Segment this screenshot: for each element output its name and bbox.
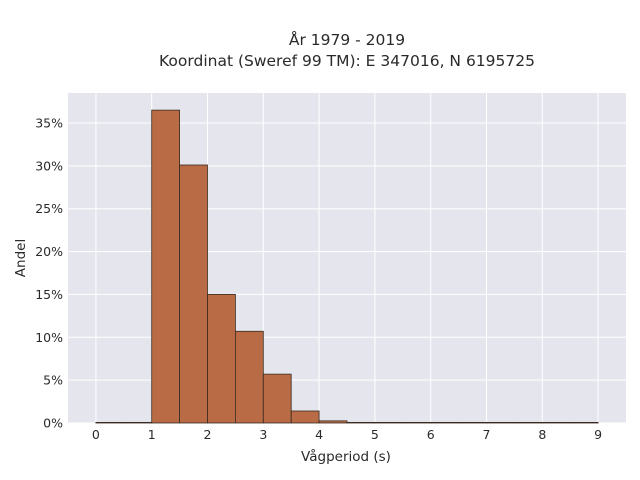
- y-axis-label: Andel: [13, 239, 29, 277]
- x-tick-label: 0: [92, 427, 100, 442]
- y-tick-label: 0%: [43, 416, 63, 431]
- x-tick-label: 8: [538, 427, 546, 442]
- y-tick-label: 5%: [43, 373, 63, 388]
- y-tick-label: 30%: [35, 158, 63, 173]
- y-tick-label: 15%: [35, 287, 63, 302]
- x-tick-label: 3: [259, 427, 267, 442]
- histogram-bar: [123, 421, 153, 424]
- histogram-bar: [318, 420, 348, 424]
- histogram-bar: [234, 330, 264, 424]
- histogram-bar: [151, 109, 180, 424]
- histogram-bar: [346, 421, 376, 424]
- histogram-bar: [541, 421, 571, 424]
- y-tick-label: 35%: [35, 116, 63, 131]
- x-axis-label: Vågperiod (s): [301, 448, 391, 465]
- histogram-bar: [179, 164, 208, 424]
- x-tick-label: 7: [483, 427, 491, 442]
- histogram-bar: [458, 421, 487, 424]
- histogram-bar: [430, 421, 460, 424]
- y-tick-label: 10%: [35, 330, 63, 345]
- histogram-bar: [95, 421, 125, 424]
- histogram-bar: [569, 421, 599, 424]
- y-tick-label: 20%: [35, 244, 63, 259]
- histogram-bar: [486, 421, 515, 424]
- histogram-bar: [402, 421, 432, 424]
- histogram-bar: [262, 373, 292, 424]
- x-tick-label: 5: [371, 427, 379, 442]
- x-tick-label: 2: [204, 427, 212, 442]
- x-tick-label: 1: [148, 427, 156, 442]
- y-tick-label: 25%: [35, 201, 63, 216]
- x-tick-label: 9: [594, 427, 602, 442]
- chart-title-line-2: Koordinat (Sweref 99 TM): E 347016, N 61…: [159, 52, 535, 70]
- histogram-bar: [290, 410, 320, 424]
- histogram-bar: [374, 421, 404, 424]
- histogram-bar: [514, 421, 543, 424]
- histogram-bar: [207, 294, 236, 424]
- x-tick-label: 4: [315, 427, 323, 442]
- bars: [95, 109, 599, 424]
- chart-title-line-1: År 1979 - 2019: [289, 30, 405, 49]
- x-tick-label: 6: [427, 427, 435, 442]
- tick-labels: 0 1 2 3 4 5 6 7 8 9 0% 5% 10% 15% 20% 25% 30% 35%: [35, 116, 602, 443]
